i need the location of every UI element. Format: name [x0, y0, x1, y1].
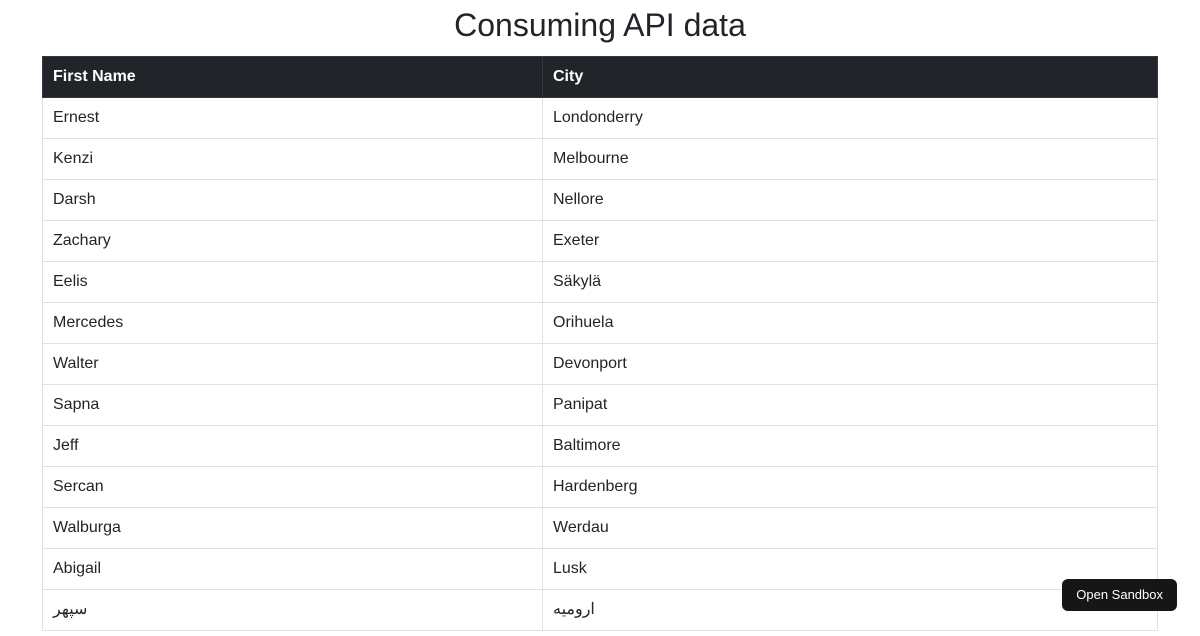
cell-first-name: Zachary: [43, 221, 543, 262]
page-title: Consuming API data: [0, 6, 1200, 44]
cell-first-name: Kenzi: [43, 139, 543, 180]
cell-first-name: Sapna: [43, 385, 543, 426]
cell-first-name: Walter: [43, 344, 543, 385]
cell-first-name: سپهر: [43, 590, 543, 631]
cell-city: Baltimore: [543, 426, 1158, 467]
column-header-city: City: [543, 57, 1158, 98]
page: Consuming API data First Name City Ernes…: [0, 6, 1200, 631]
cell-city: Hardenberg: [543, 467, 1158, 508]
cell-first-name: Eelis: [43, 262, 543, 303]
table-header: First Name City: [43, 57, 1158, 98]
table-header-row: First Name City: [43, 57, 1158, 98]
open-sandbox-button[interactable]: Open Sandbox: [1062, 579, 1177, 611]
cell-first-name: Mercedes: [43, 303, 543, 344]
cell-first-name: Jeff: [43, 426, 543, 467]
cell-city: Nellore: [543, 180, 1158, 221]
cell-city: Panipat: [543, 385, 1158, 426]
cell-city: Melbourne: [543, 139, 1158, 180]
cell-first-name: Walburga: [43, 508, 543, 549]
cell-city: Werdau: [543, 508, 1158, 549]
cell-first-name: Darsh: [43, 180, 543, 221]
cell-city: Devonport: [543, 344, 1158, 385]
cell-city: Säkylä: [543, 262, 1158, 303]
cell-first-name: Ernest: [43, 98, 543, 139]
cell-first-name: Sercan: [43, 467, 543, 508]
cell-city: Orihuela: [543, 303, 1158, 344]
cell-first-name: Abigail: [43, 549, 543, 590]
cell-city: Londonderry: [543, 98, 1158, 139]
column-header-first-name: First Name: [43, 57, 543, 98]
cell-city: Exeter: [543, 221, 1158, 262]
